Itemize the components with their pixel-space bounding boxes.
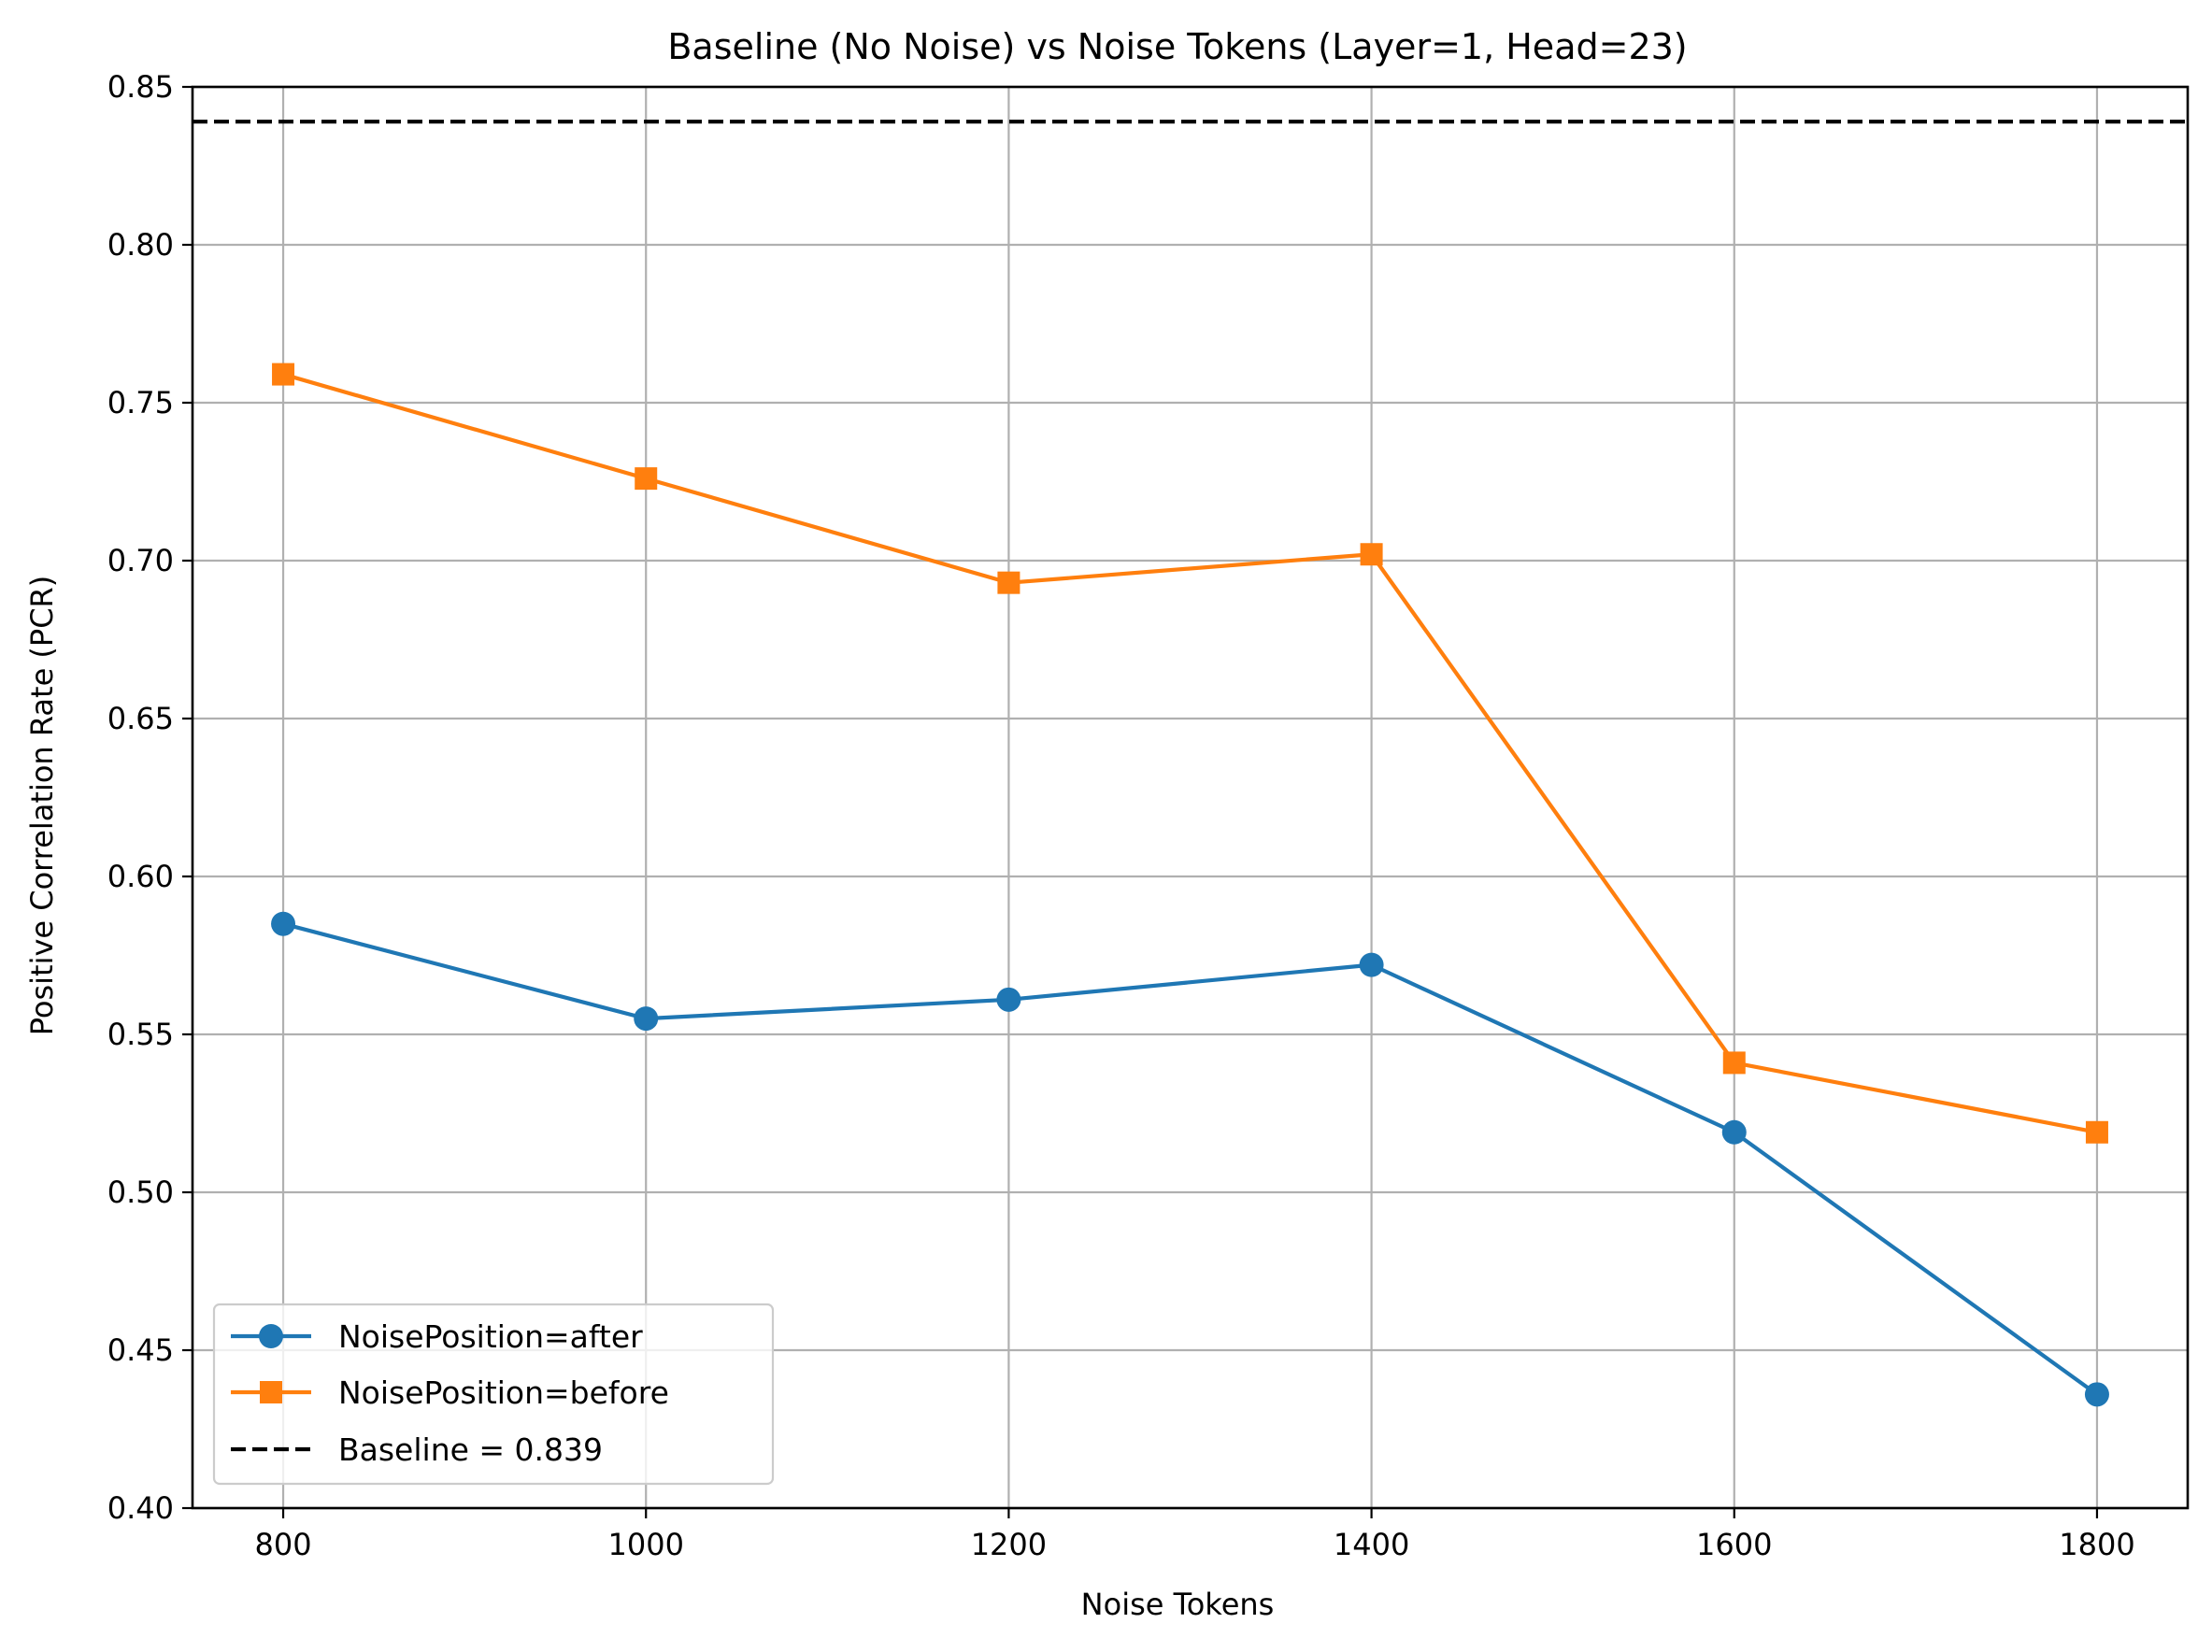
x-tick-label: 1200: [971, 1527, 1047, 1562]
data-point-square: [1722, 1051, 1746, 1075]
data-point-circle: [996, 987, 1021, 1012]
data-point-circle: [2084, 1382, 2109, 1407]
legend-marker-circle: [259, 1324, 283, 1348]
data-point-circle: [1359, 952, 1384, 977]
legend-label: NoisePosition=before: [338, 1374, 669, 1411]
x-tick-label: 1400: [1334, 1527, 1409, 1562]
y-tick-label: 0.55: [107, 1017, 174, 1052]
series-line: [282, 372, 2098, 1134]
y-tick-label: 0.50: [107, 1175, 174, 1210]
y-tick-label: 0.60: [107, 859, 174, 894]
legend-box: [212, 1303, 775, 1486]
data-point-circle: [634, 1006, 659, 1032]
chart-title: Baseline (No Noise) vs Noise Tokens (Lay…: [667, 26, 1687, 67]
legend-label: Baseline = 0.839: [338, 1431, 603, 1468]
series-layer: [271, 363, 2109, 1407]
x-tick-label: 1600: [1696, 1527, 1772, 1562]
x-tick-label: 800: [255, 1527, 312, 1562]
axis-ticks: 800 1000 1200 1400 1600 1800 0.40 0.45 0.50 0.55 0…: [107, 69, 2135, 1562]
series-1: [272, 363, 2108, 1144]
data-point-circle: [271, 911, 296, 936]
y-tick-label: 0.40: [107, 1490, 174, 1526]
data-point-square: [2085, 1120, 2108, 1144]
data-point-circle: [1721, 1119, 1747, 1145]
y-axis-label: Positive Correlation Rate (PCR): [24, 576, 60, 1036]
y-tick-label: 0.70: [107, 543, 174, 578]
y-tick-label: 0.85: [107, 69, 174, 105]
legend: NoisePosition=after NoisePosition=before B…: [212, 1303, 775, 1486]
data-point-square: [635, 467, 658, 491]
y-tick-label: 0.75: [107, 385, 174, 420]
y-tick-label: 0.65: [107, 701, 174, 736]
plot-area-frame: [191, 85, 2190, 1510]
series-0: [271, 911, 2109, 1407]
series-line: [282, 921, 2099, 1397]
y-tick-label: 0.45: [107, 1332, 174, 1368]
data-point-square: [1360, 543, 1383, 566]
data-point-square: [997, 571, 1020, 594]
legend-marker-square: [260, 1381, 282, 1403]
data-point-square: [272, 363, 295, 386]
x-axis-label: Noise Tokens: [1081, 1587, 1275, 1622]
y-tick-label: 0.80: [107, 227, 174, 263]
legend-label: NoisePosition=after: [338, 1318, 643, 1355]
x-tick-label: 1800: [2059, 1527, 2134, 1562]
x-tick-label: 1000: [608, 1527, 684, 1562]
